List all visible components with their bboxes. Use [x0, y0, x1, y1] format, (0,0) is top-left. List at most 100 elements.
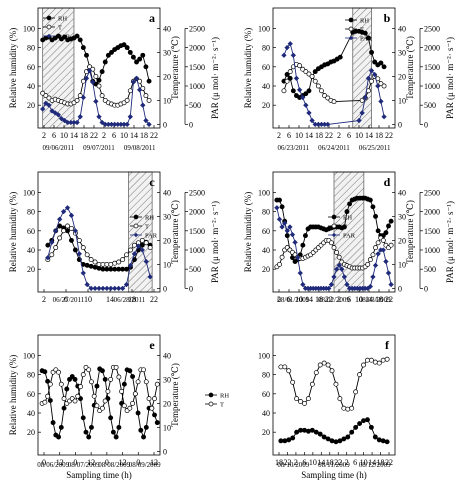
point-par: [135, 243, 142, 249]
point-par: [39, 106, 46, 112]
point-par: [72, 228, 79, 234]
point-par: [136, 87, 143, 93]
point-rh: [80, 415, 86, 421]
point-rh: [42, 369, 48, 375]
y-par-tick-label: 0: [189, 120, 193, 129]
point-par: [378, 98, 384, 105]
point-par: [143, 258, 149, 265]
y-par-tick-label: 2000: [189, 44, 205, 53]
y-par-label: PAR (μ mol· m⁻²· s⁻¹): [210, 37, 220, 119]
point-par: [336, 262, 342, 269]
legend-label-par: PAR: [343, 233, 356, 240]
x-tick-label: 14: [305, 131, 313, 140]
y-left-tick-label: 80: [262, 208, 270, 217]
point-t: [309, 381, 315, 387]
point-rh: [282, 438, 288, 444]
y-right-tick-label: 20: [163, 236, 171, 245]
point-t: [92, 259, 98, 265]
point-par: [331, 274, 337, 280]
point-par: [284, 228, 291, 234]
point-par: [127, 113, 134, 120]
x-tick-label: 14: [70, 131, 78, 140]
point-par: [300, 281, 306, 288]
date-label: 08/11/2009: [318, 461, 350, 469]
point-t: [302, 400, 307, 406]
date-label: 08/01/2009: [277, 296, 309, 304]
x-tick-label: 10: [355, 131, 363, 140]
point-rh: [388, 218, 394, 224]
x-tick-label: 12: [119, 458, 127, 467]
point-par: [140, 102, 146, 108]
y-right-tick-label: 10: [398, 260, 406, 269]
x-tick-label: 12: [150, 458, 158, 467]
point-rh: [83, 429, 89, 435]
legend-marker-t: [348, 26, 354, 32]
x-tick-label: 2: [42, 295, 46, 304]
point-t: [328, 240, 334, 246]
point-par: [385, 270, 392, 276]
point-par: [297, 270, 304, 276]
legend-label-rh: RH: [145, 215, 154, 222]
date-label: 08/02/2009: [318, 296, 350, 304]
point-t: [130, 400, 136, 406]
x-tick-label: 6: [52, 131, 56, 140]
point-t: [102, 97, 108, 103]
plot-frame: [37, 334, 161, 456]
legend-label-rh: RH: [220, 393, 229, 400]
point-par: [370, 274, 376, 280]
x-tick-label: 10: [355, 295, 363, 304]
legend-label-par: PAR: [360, 36, 373, 43]
date-label: 09/08/2011: [124, 144, 156, 152]
y-left-tick-label: 40: [262, 82, 270, 91]
panel-e: e 20 40 60 80 100 0 10 20 30 40 Relative humidity (…: [8, 334, 229, 480]
panel-d: d204060801000102030400500100015002000250…: [243, 171, 455, 304]
point-rh: [108, 266, 114, 272]
point-t: [135, 379, 141, 385]
y-left-tick-label: 20: [27, 101, 35, 110]
legend-marker-par: [133, 232, 139, 238]
point-t: [331, 245, 337, 251]
legend-label-t: T: [220, 402, 224, 409]
point-rh: [65, 228, 70, 234]
point-par: [372, 262, 379, 269]
point-rh: [135, 410, 141, 416]
x-tick-label: 22: [334, 458, 342, 467]
point-rh: [303, 91, 309, 97]
point-par: [289, 231, 296, 238]
y-left-tick-label: 60: [262, 390, 270, 399]
y-par-tick-label: 1500: [424, 63, 440, 72]
point-par: [49, 239, 55, 246]
point-t: [113, 364, 119, 370]
point-rh: [367, 197, 373, 203]
x-tick-label: 18: [315, 131, 323, 140]
x-tick-label: 6: [112, 131, 116, 140]
y-left-tick-label: 20: [262, 101, 270, 110]
point-par: [294, 254, 301, 261]
point-rh: [121, 42, 127, 48]
point-rh: [337, 438, 343, 444]
point-t: [365, 357, 370, 363]
x-tick-label: 18: [326, 458, 334, 467]
point-t: [373, 245, 378, 251]
point-t: [80, 78, 86, 84]
y-left-tick-label: 80: [27, 208, 35, 217]
point-par: [45, 254, 51, 261]
point-t: [154, 381, 160, 387]
point-t: [290, 379, 296, 385]
point-rh: [362, 30, 368, 36]
x-tick-label: 6: [287, 295, 291, 304]
point-t: [104, 261, 110, 267]
y-right-tick-label: 20: [163, 399, 171, 408]
point-t: [297, 63, 303, 69]
legend-marker-t: [133, 223, 139, 229]
point-t: [131, 242, 137, 248]
point-rh: [62, 34, 68, 40]
point-rh: [134, 59, 139, 65]
x-tick-label: 2: [277, 131, 281, 140]
point-rh: [99, 368, 105, 374]
x-tick-label: 10: [309, 458, 317, 467]
point-t: [388, 242, 394, 248]
x-tick-label: 0: [42, 458, 46, 467]
point-rh: [277, 197, 282, 203]
point-par: [146, 121, 152, 128]
